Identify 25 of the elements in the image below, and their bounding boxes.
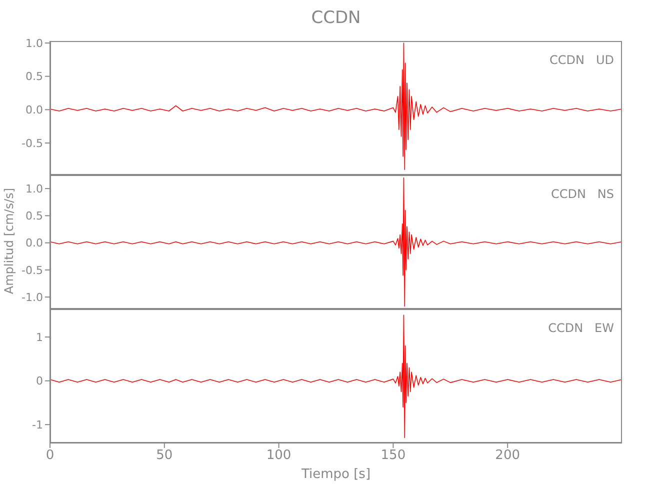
y-tick-label: -1 <box>32 418 43 432</box>
y-tick-label: -0.5 <box>22 264 43 277</box>
y-tick-label: 0.5 <box>26 210 43 223</box>
y-tick-label: 0 <box>36 374 43 388</box>
x-tick-label: 150 <box>380 448 406 464</box>
y-tick-label: 0.0 <box>26 236 43 250</box>
x-tick-label: 100 <box>266 448 292 464</box>
annotation: CCDN UD <box>550 53 614 67</box>
y-tick-label: -1.0 <box>22 290 43 304</box>
y-tick-label: 0.0 <box>26 104 43 117</box>
annotation: CCDN EW <box>548 321 614 335</box>
line-series <box>50 314 622 438</box>
x-tick-label: 200 <box>495 448 520 464</box>
chart-title: CCDN <box>310 8 362 28</box>
line-series <box>50 42 622 170</box>
y-tick-label: -0.5 <box>22 136 43 150</box>
x-axis-title: Tiempo [s] <box>300 467 372 482</box>
x-tick-label: 0 <box>46 448 54 464</box>
y-tick-label: 1.0 <box>26 182 43 196</box>
y-tick-label: 1.0 <box>26 36 43 50</box>
annotation: CCDN NS <box>550 187 614 201</box>
y-tick-label: 1 <box>36 330 43 344</box>
y-tick-label: 0.5 <box>26 70 43 84</box>
y-axis-title: Amplitud [cm/s/s] <box>2 186 16 296</box>
x-tick-label: 50 <box>156 448 173 464</box>
